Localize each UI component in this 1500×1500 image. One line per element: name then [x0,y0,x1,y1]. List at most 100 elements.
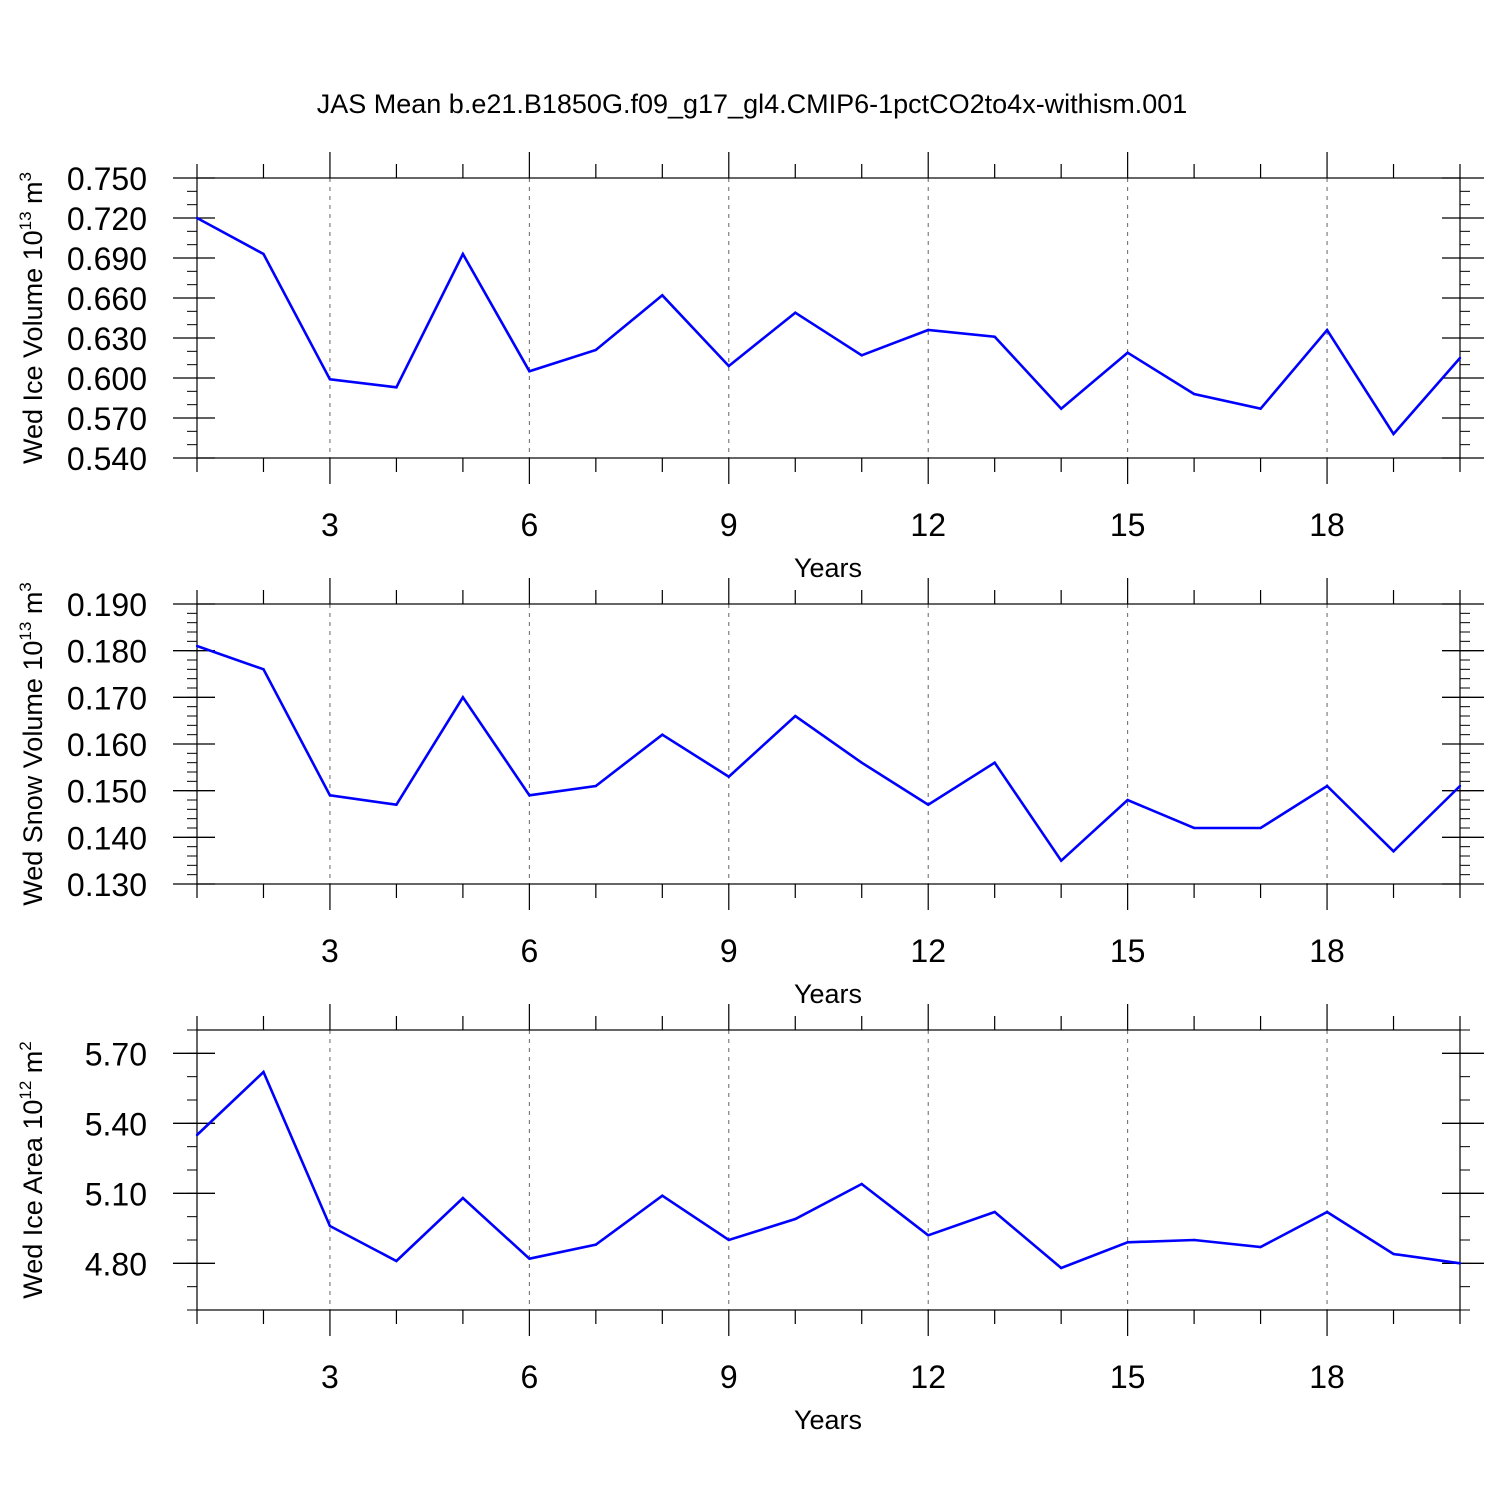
panel-wed-ice-volume: 0.540 0.570 0.600 0.630 0.660 0.690 0.720 0.750… [16,152,1484,583]
data-point [1458,1262,1462,1265]
data-point [461,1196,465,1200]
y-tick-label: 0.170 [67,680,147,716]
y-tick-label: 4.80 [85,1246,147,1282]
y-axis-label-text: Wed Ice Volume 10 [18,230,48,464]
y-tick-label: 0.720 [67,201,147,237]
data-point [328,378,332,381]
data-point [528,794,531,797]
y-axis-label-exponent: 13 [16,211,35,230]
x-tick-label: 9 [720,507,738,543]
data-point [1192,1238,1196,1242]
panel-wed-ice-area: 4.80 5.10 5.40 5.70 3 6 9 12 15 18 Years Wed Ice Ar… [16,1004,1484,1435]
data-point [1392,1252,1395,1256]
data-point [195,644,199,648]
series-line [196,1069,1461,1270]
y-tick-label: 0.150 [67,774,147,810]
data-point [661,294,664,297]
plot-frame [196,1029,1461,1311]
y-tick-label: 5.70 [85,1036,147,1072]
data-point [1325,784,1329,788]
x-tick-label: 3 [321,933,339,969]
data-point [993,335,996,338]
x-tick-label: 6 [520,1359,538,1395]
y-axis-label-unit-exponent: 2 [16,1041,35,1050]
data-point [727,1238,730,1242]
y-axis-label-unit: m [18,1051,48,1081]
x-tick-label: 15 [1110,507,1146,543]
x-tick-label: 18 [1309,507,1345,543]
x-tick-label: 18 [1309,933,1345,969]
x-tick-label: 6 [520,933,538,969]
y-tick-label: 0.600 [67,361,147,397]
x-tick-label: 9 [720,1359,738,1395]
y-tick-label: 0.750 [67,161,147,197]
x-axis-label: Years [794,979,862,1009]
data-point [461,252,465,256]
plot-frame [196,177,1461,459]
series-line [196,644,1461,863]
data-point [794,311,797,314]
y-tick-label: 0.130 [67,867,147,903]
data-point [262,252,265,256]
y-axis-label-text: Wed Snow Volume 10 [18,641,48,906]
data-point [1259,826,1262,830]
data-point [1259,407,1262,410]
x-tick-label: 12 [910,507,946,543]
data-point [262,668,265,671]
data-point [661,1194,664,1197]
y-tick-label: 5.40 [85,1106,147,1142]
data-point [927,803,930,806]
x-tick-label: 9 [720,933,738,969]
x-tick-label: 6 [520,507,538,543]
series-line [196,216,1461,437]
y-tick-label: 0.140 [67,820,147,856]
x-tick-label: 12 [910,1359,946,1395]
y-axis-label: Wed Ice Volume 1013 m3 [16,172,48,464]
data-point [860,761,863,764]
data-point [727,775,730,778]
data-point [594,348,598,352]
data-point [1192,392,1196,396]
y-tick-label: 0.570 [67,401,147,437]
y-axis-label: Wed Snow Volume 1013 m3 [16,582,48,906]
data-point [1458,784,1462,788]
data-point [1325,328,1329,332]
y-axis-label-exponent: 12 [16,1081,35,1100]
data-point [1458,356,1462,360]
x-tick-label: 15 [1110,933,1146,969]
x-axis-label: Years [794,1405,862,1435]
y-axis-label-text: Wed Ice Area 10 [18,1100,48,1299]
data-point [528,1257,531,1260]
y-axis-label-exponent: 13 [16,622,35,641]
y-axis-label-unit-exponent: 3 [16,582,35,591]
data-point [1059,407,1063,410]
y-tick-label: 0.660 [67,281,147,317]
y-axis-label-unit-exponent: 3 [16,172,35,181]
data-point [794,714,797,718]
y-axis-label-unit: m [18,592,48,622]
data-point [528,370,531,373]
data-point [395,386,398,389]
y-tick-label: 5.10 [85,1176,147,1212]
data-point [927,328,930,332]
y-axis-label: Wed Ice Area 1012 m2 [16,1041,48,1299]
data-point [461,696,465,699]
data-point [1126,1241,1129,1244]
data-point [262,1070,265,1074]
data-point [1059,859,1063,862]
plot-frame [196,603,1461,885]
y-tick-label: 0.540 [67,441,147,477]
data-point [794,1217,797,1221]
figure-title: JAS Mean b.e21.B1850G.f09_g17_gl4.CMIP6-… [317,89,1188,119]
data-point [395,803,398,806]
data-point [860,354,863,357]
y-tick-label: 0.630 [67,321,147,357]
y-tick-label: 0.160 [67,727,147,763]
data-point [993,1210,996,1214]
x-tick-label: 15 [1110,1359,1146,1395]
data-point [594,1243,598,1246]
data-point [927,1234,930,1237]
panel-wed-snow-volume: 0.130 0.140 0.150 0.160 0.170 0.180 0.190 3 6 9 12… [16,578,1484,1009]
data-point [1259,1245,1262,1249]
